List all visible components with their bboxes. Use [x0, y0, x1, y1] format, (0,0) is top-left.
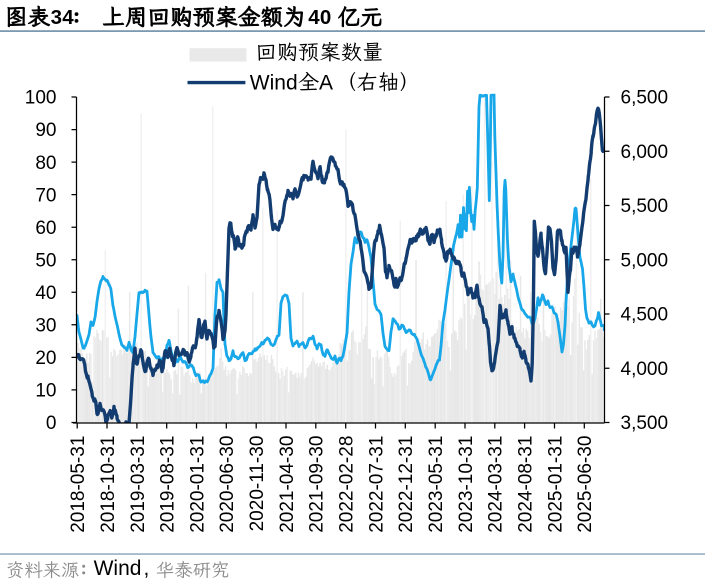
svg-text:30: 30	[35, 316, 56, 337]
svg-text:100: 100	[25, 88, 57, 109]
svg-text:2023-10-31: 2023-10-31	[456, 436, 477, 533]
svg-text:40: 40	[35, 283, 56, 304]
svg-text:2021-09-30: 2021-09-30	[307, 436, 328, 533]
svg-text:10: 10	[35, 381, 56, 402]
svg-text:5,000: 5,000	[621, 250, 669, 271]
svg-text:2019-03-31: 2019-03-31	[128, 436, 149, 533]
svg-text:80: 80	[35, 153, 56, 174]
svg-text:34: 34	[51, 6, 75, 29]
svg-text:2019-08-31: 2019-08-31	[158, 436, 179, 533]
svg-text:2022-02-28: 2022-02-28	[337, 436, 358, 533]
svg-text:2022-12-31: 2022-12-31	[396, 436, 417, 533]
svg-text:4,500: 4,500	[621, 305, 669, 326]
svg-text:5,500: 5,500	[621, 196, 669, 217]
svg-text:Wind: Wind	[250, 71, 298, 94]
svg-text:0: 0	[46, 413, 57, 434]
svg-text:20: 20	[35, 348, 56, 369]
svg-text:2020-06-30: 2020-06-30	[217, 436, 238, 533]
svg-text:2024-08-31: 2024-08-31	[516, 436, 537, 533]
svg-text:4,000: 4,000	[621, 359, 669, 380]
svg-text:90: 90	[35, 120, 56, 141]
svg-text:70: 70	[35, 185, 56, 206]
svg-text:2022-07-31: 2022-07-31	[366, 436, 387, 533]
svg-text:2024-03-31: 2024-03-31	[486, 436, 507, 533]
svg-text:2020-11-30: 2020-11-30	[247, 436, 268, 532]
svg-text:6,500: 6,500	[621, 88, 669, 109]
svg-text:2025-01-31: 2025-01-31	[545, 436, 566, 533]
svg-text:60: 60	[35, 218, 56, 239]
svg-text:2018-05-31: 2018-05-31	[68, 436, 89, 533]
svg-text:2025-06-30: 2025-06-30	[575, 436, 596, 533]
svg-text:50: 50	[35, 250, 56, 271]
svg-text:3,500: 3,500	[621, 413, 669, 434]
svg-text:2018-10-31: 2018-10-31	[98, 436, 119, 533]
svg-text:2023-05-31: 2023-05-31	[426, 436, 447, 533]
svg-text:,: ,	[144, 557, 150, 580]
svg-text:6,000: 6,000	[621, 142, 669, 163]
svg-text:2020-01-31: 2020-01-31	[187, 436, 208, 533]
svg-text:Wind: Wind	[94, 557, 142, 580]
svg-text:A: A	[319, 71, 333, 94]
svg-text:40: 40	[308, 6, 331, 29]
svg-text:2021-04-30: 2021-04-30	[277, 436, 298, 533]
